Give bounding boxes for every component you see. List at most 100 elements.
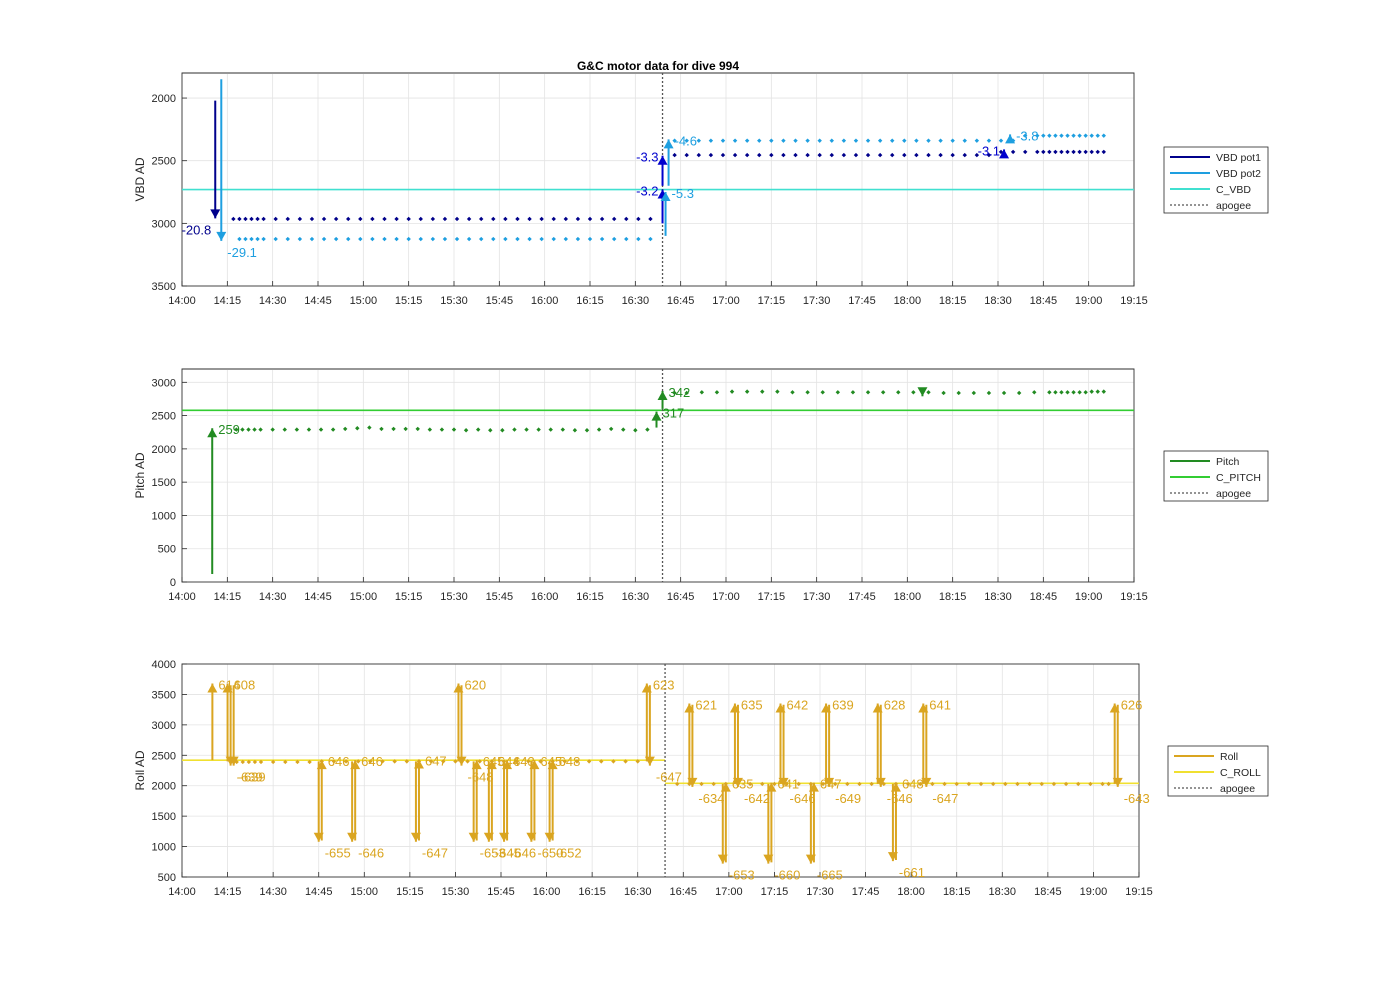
data-point bbox=[346, 216, 351, 222]
data-point bbox=[491, 216, 496, 222]
legend-label: C_ROLL bbox=[1220, 767, 1261, 779]
data-point bbox=[379, 426, 384, 432]
y-tick-label: 1500 bbox=[152, 477, 176, 489]
move-label: 626 bbox=[1121, 698, 1143, 713]
move-arrow-head bbox=[875, 777, 886, 787]
data-point bbox=[333, 236, 339, 242]
data-point bbox=[503, 216, 508, 222]
move-arrow-head bbox=[413, 759, 424, 769]
move-label: 317 bbox=[662, 406, 684, 421]
data-point bbox=[240, 427, 245, 432]
data-point bbox=[430, 216, 436, 222]
data-point bbox=[675, 781, 680, 787]
data-point bbox=[382, 216, 387, 222]
data-point bbox=[273, 236, 278, 242]
legend-label: apogee bbox=[1220, 783, 1255, 795]
x-tick-label: 17:30 bbox=[803, 591, 831, 603]
data-point bbox=[869, 781, 874, 787]
x-tick-label: 16:30 bbox=[622, 295, 650, 307]
data-point bbox=[1077, 149, 1082, 155]
move-label: -647 bbox=[932, 791, 958, 806]
data-point bbox=[954, 781, 959, 787]
data-point bbox=[941, 390, 946, 396]
data-point bbox=[527, 216, 532, 222]
move-label: -3.1 bbox=[978, 143, 1000, 158]
move-label: -642 bbox=[744, 791, 770, 806]
data-point bbox=[769, 152, 774, 158]
data-point bbox=[1083, 390, 1088, 395]
x-tick-label: 18:00 bbox=[894, 591, 922, 603]
x-tick-label: 18:45 bbox=[1030, 591, 1058, 603]
data-point bbox=[1016, 390, 1022, 396]
data-point bbox=[796, 781, 801, 787]
data-point bbox=[406, 236, 411, 242]
data-point bbox=[1032, 390, 1037, 395]
data-point bbox=[914, 138, 919, 143]
data-point bbox=[394, 236, 399, 242]
data-point bbox=[1106, 781, 1111, 787]
axes-frame bbox=[181, 368, 1135, 583]
x-tick-label: 16:15 bbox=[576, 295, 604, 307]
move-label: -647 bbox=[422, 846, 448, 861]
figure-title: G&C motor data for dive 994 bbox=[577, 59, 739, 73]
data-point bbox=[624, 236, 629, 242]
data-point bbox=[832, 781, 838, 787]
move-label: -639 bbox=[240, 770, 266, 785]
data-point bbox=[793, 138, 798, 143]
data-point bbox=[358, 216, 363, 222]
x-tick-label: 17:15 bbox=[758, 295, 786, 307]
data-point bbox=[283, 759, 288, 765]
data-point bbox=[990, 781, 996, 787]
data-point bbox=[1047, 390, 1052, 395]
x-tick-label: 14:30 bbox=[259, 295, 287, 307]
legend-label: Roll bbox=[1220, 751, 1238, 763]
data-point bbox=[331, 759, 337, 764]
move-label: 642 bbox=[787, 698, 809, 713]
axes-frame bbox=[181, 663, 1140, 878]
data-point bbox=[744, 152, 750, 158]
data-point bbox=[1063, 781, 1069, 787]
data-point bbox=[1035, 133, 1040, 138]
move-label: -653 bbox=[480, 846, 506, 861]
move-arrow-head bbox=[207, 428, 218, 438]
data-point bbox=[294, 427, 300, 432]
x-tick-label: 15:30 bbox=[440, 295, 468, 307]
data-point bbox=[355, 426, 360, 431]
data-point bbox=[881, 781, 886, 787]
data-point bbox=[1010, 149, 1016, 155]
data-point bbox=[938, 152, 943, 158]
data-point bbox=[563, 216, 569, 222]
move-arrow-head bbox=[216, 231, 227, 241]
y-tick-label: 4000 bbox=[152, 659, 176, 671]
data-point bbox=[1059, 133, 1064, 138]
data-point bbox=[805, 138, 810, 143]
data-point bbox=[942, 781, 947, 787]
data-point bbox=[584, 428, 590, 433]
data-point bbox=[560, 427, 565, 432]
data-point bbox=[439, 427, 445, 432]
move-label: 342 bbox=[669, 385, 691, 400]
move-arrow-head bbox=[657, 155, 668, 165]
data-point bbox=[1077, 390, 1082, 395]
data-point bbox=[563, 236, 569, 242]
data-point bbox=[1101, 149, 1106, 155]
data-point bbox=[845, 781, 850, 787]
data-point bbox=[491, 236, 496, 242]
data-point bbox=[645, 427, 650, 432]
data-point bbox=[343, 426, 348, 432]
move-arrow-head bbox=[778, 777, 789, 787]
data-point bbox=[252, 759, 258, 765]
data-point bbox=[974, 138, 980, 143]
data-point bbox=[406, 216, 411, 222]
data-point bbox=[624, 216, 629, 222]
data-point bbox=[1083, 133, 1088, 138]
axes-box bbox=[181, 368, 1135, 583]
data-point bbox=[306, 427, 312, 432]
data-point bbox=[950, 152, 955, 158]
x-tick-label: 18:15 bbox=[939, 591, 967, 603]
data-point bbox=[1095, 149, 1100, 155]
data-point bbox=[914, 152, 919, 158]
x-tick-label: 16:45 bbox=[667, 591, 695, 603]
data-point bbox=[962, 138, 967, 143]
move-label: -653 bbox=[729, 868, 755, 883]
